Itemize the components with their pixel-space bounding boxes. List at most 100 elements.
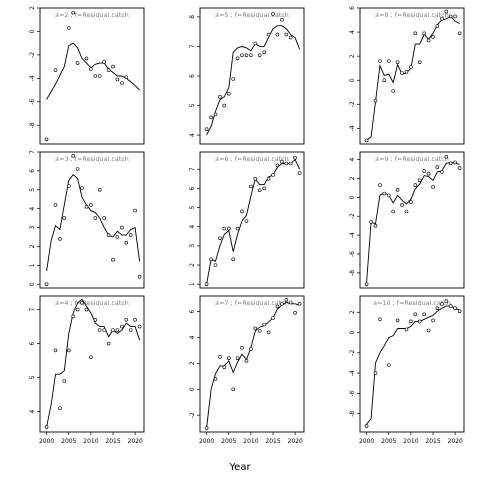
fit-line xyxy=(46,298,141,427)
data-point xyxy=(128,328,133,332)
panel-frame xyxy=(199,7,305,145)
y-tick-label: 0 xyxy=(349,78,356,82)
data-point xyxy=(97,328,102,332)
data-point xyxy=(417,178,422,183)
y-tick-label: 8 xyxy=(189,15,196,19)
data-point xyxy=(275,304,280,309)
y-tick-label: 0 xyxy=(29,282,36,286)
y-tick-label: 5 xyxy=(29,188,36,192)
data-point xyxy=(235,226,240,231)
data-point xyxy=(395,60,400,65)
y-tick-label: -6 xyxy=(349,390,356,396)
fit-line xyxy=(366,161,460,283)
data-point xyxy=(391,89,396,93)
y-tick-label: 5 xyxy=(189,103,196,107)
data-point xyxy=(227,91,231,96)
data-point xyxy=(111,328,115,332)
data-point xyxy=(431,35,435,39)
y-tick-label: 3 xyxy=(189,244,196,248)
y-tick-label: 6 xyxy=(189,186,196,190)
data-point xyxy=(120,324,124,329)
y-tick-label: -2 xyxy=(189,412,196,418)
data-point xyxy=(444,299,449,303)
y-tick-label: 4 xyxy=(29,207,36,211)
data-point xyxy=(249,347,253,351)
y-tick-label: 4 xyxy=(349,30,356,34)
data-point xyxy=(75,307,80,312)
data-point xyxy=(115,328,120,332)
y-tick-label: -2 xyxy=(29,52,36,58)
data-point xyxy=(133,208,137,213)
data-point xyxy=(440,16,444,21)
data-point xyxy=(364,424,369,428)
data-point xyxy=(288,161,293,166)
data-point xyxy=(257,329,262,333)
data-point xyxy=(364,282,369,287)
data-point xyxy=(75,61,80,65)
fit-line xyxy=(366,15,460,141)
data-point xyxy=(249,184,253,189)
data-point xyxy=(373,371,378,375)
data-point xyxy=(275,163,280,168)
y-tick-label: -4 xyxy=(349,125,356,131)
data-point xyxy=(71,154,75,158)
panel-5: a=6 ; f=Residual.catch 7 6 5 4 3 2 1 xyxy=(189,151,305,289)
panel-frame xyxy=(39,151,145,289)
data-point xyxy=(400,203,404,207)
data-point xyxy=(453,14,457,19)
data-point xyxy=(240,209,244,214)
data-point xyxy=(204,127,209,131)
data-point xyxy=(209,115,213,120)
data-point xyxy=(84,307,89,312)
data-point xyxy=(89,355,93,360)
data-point xyxy=(395,318,400,323)
x-tick-label: 2010 xyxy=(83,438,98,445)
fit-line xyxy=(46,174,141,272)
data-point xyxy=(297,171,302,175)
data-point xyxy=(378,59,382,63)
data-point xyxy=(404,327,409,332)
data-point xyxy=(253,41,258,46)
data-point xyxy=(120,225,124,230)
y-tick-label: 5 xyxy=(29,376,36,380)
y-tick-label: 2 xyxy=(189,361,196,365)
data-point xyxy=(386,59,391,63)
data-point xyxy=(235,56,240,61)
data-point xyxy=(106,341,111,346)
data-point xyxy=(244,53,249,58)
data-point xyxy=(124,75,129,79)
data-point xyxy=(395,188,400,192)
data-point xyxy=(413,31,418,36)
data-point xyxy=(288,35,293,40)
data-point xyxy=(444,9,449,14)
fit-line xyxy=(206,302,300,429)
data-point xyxy=(262,186,267,191)
y-tick-label: 2 xyxy=(189,263,196,267)
y-tick-label: 2 xyxy=(29,244,36,248)
data-point xyxy=(413,312,418,317)
data-point xyxy=(120,81,124,85)
data-point xyxy=(453,306,457,311)
data-point xyxy=(209,257,213,262)
data-point xyxy=(204,282,209,287)
y-tick-label: 4 xyxy=(29,410,36,414)
data-point xyxy=(128,233,133,237)
y-tick-label: 7 xyxy=(29,150,36,154)
data-point xyxy=(67,348,71,353)
data-point xyxy=(386,193,391,198)
data-point xyxy=(422,169,427,173)
fit-line xyxy=(366,305,460,425)
y-tick-label: 2 xyxy=(349,310,356,314)
panel-frame xyxy=(359,295,465,433)
x-tick-label: 2015 xyxy=(105,438,120,445)
data-point xyxy=(62,216,67,220)
panel-frame xyxy=(199,151,305,289)
data-point xyxy=(417,319,422,324)
y-tick-label: 3 xyxy=(29,225,36,229)
fit-line xyxy=(206,25,301,136)
panel-4: a=3 ; f=Residual.catch 7 6 5 4 3 2 1 0 xyxy=(29,150,145,289)
data-point xyxy=(253,177,258,181)
fit-line xyxy=(46,42,140,100)
data-point xyxy=(373,223,378,228)
data-point xyxy=(262,322,267,327)
